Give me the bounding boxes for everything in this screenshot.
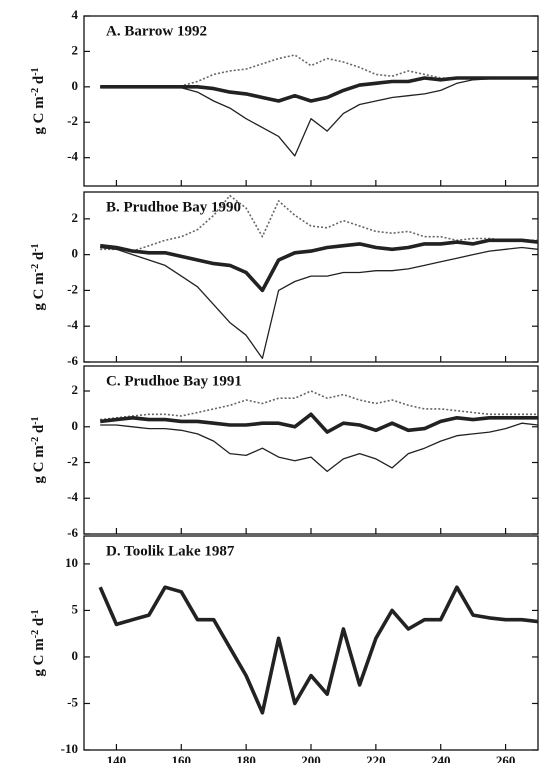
series-line bbox=[100, 76, 538, 103]
y-tick-label: -6 bbox=[67, 525, 78, 540]
series-line bbox=[100, 246, 538, 360]
y-axis-label: g C m-2 d-1 bbox=[30, 609, 47, 676]
y-axis-label-part: -2 bbox=[30, 630, 41, 638]
panel-title: A. Barrow 1992 bbox=[106, 23, 207, 39]
y-tick-label: -10 bbox=[61, 741, 78, 756]
y-tick-label: -2 bbox=[67, 453, 78, 468]
y-tick-label: -4 bbox=[67, 149, 78, 164]
x-tick-label: 260 bbox=[496, 753, 516, 763]
y-tick-label: 2 bbox=[72, 382, 79, 397]
x-tick-label: 220 bbox=[366, 753, 386, 763]
series-line bbox=[100, 390, 538, 421]
y-tick-label: 0 bbox=[72, 648, 79, 663]
x-tick-label: 180 bbox=[236, 753, 256, 763]
y-axis-label-part: g C m bbox=[31, 445, 47, 484]
y-tick-label: 0 bbox=[72, 78, 79, 93]
y-axis-label: g C m-2 d-1 bbox=[30, 416, 47, 483]
y-tick-label: -6 bbox=[67, 353, 78, 368]
y-axis-label-part: -1 bbox=[30, 416, 41, 424]
y-tick-label: -2 bbox=[67, 113, 78, 128]
x-tick-label: 240 bbox=[431, 753, 451, 763]
plot-frame bbox=[83, 191, 539, 363]
y-tick-label: 5 bbox=[72, 601, 79, 616]
y-tick-label: -2 bbox=[67, 281, 78, 296]
y-tick-label: 2 bbox=[72, 210, 79, 225]
panel-title: B. Prudhoe Bay 1990 bbox=[106, 199, 241, 215]
x-tick-label: 200 bbox=[301, 753, 321, 763]
y-tick-label: 0 bbox=[72, 246, 79, 261]
y-axis-label-part: -1 bbox=[30, 243, 41, 251]
y-axis-label-part: d bbox=[31, 75, 47, 88]
x-tick-label: 140 bbox=[107, 753, 127, 763]
series-line bbox=[100, 77, 538, 157]
y-axis-label-part: -1 bbox=[30, 609, 41, 617]
y-tick-label: -4 bbox=[67, 489, 78, 504]
y-axis-label-part: d bbox=[31, 424, 47, 437]
y-axis-label-part: -2 bbox=[30, 264, 41, 272]
y-tick-label: 4 bbox=[72, 7, 79, 22]
y-tick-label: 0 bbox=[72, 418, 79, 433]
y-axis-label-part: g C m bbox=[31, 96, 47, 135]
y-axis-label-part: g C m bbox=[31, 638, 47, 677]
series-line bbox=[98, 585, 538, 715]
y-axis-label-part: d bbox=[31, 251, 47, 264]
series-line bbox=[100, 238, 538, 293]
y-tick-label: -4 bbox=[67, 317, 78, 332]
plot-frame bbox=[83, 535, 539, 751]
y-axis-label: g C m-2 d-1 bbox=[30, 243, 47, 310]
y-axis-label-part: g C m bbox=[31, 272, 47, 311]
y-axis-label-part: -2 bbox=[30, 88, 41, 96]
series-line bbox=[100, 54, 538, 88]
series-line bbox=[100, 412, 538, 434]
x-tick-label: 160 bbox=[172, 753, 192, 763]
y-axis-label: g C m-2 d-1 bbox=[30, 67, 47, 134]
y-axis-label-part: -1 bbox=[30, 67, 41, 75]
panel-title: C. Prudhoe Bay 1991 bbox=[106, 373, 242, 389]
y-tick-label: 2 bbox=[72, 42, 79, 57]
y-tick-label: -5 bbox=[67, 694, 78, 709]
series-line bbox=[100, 422, 538, 473]
series-line bbox=[100, 194, 538, 252]
y-tick-label: 10 bbox=[65, 555, 78, 570]
panel-title: D. Toolik Lake 1987 bbox=[106, 543, 235, 559]
y-axis-label-part: d bbox=[31, 617, 47, 630]
y-axis-label-part: -2 bbox=[30, 437, 41, 445]
